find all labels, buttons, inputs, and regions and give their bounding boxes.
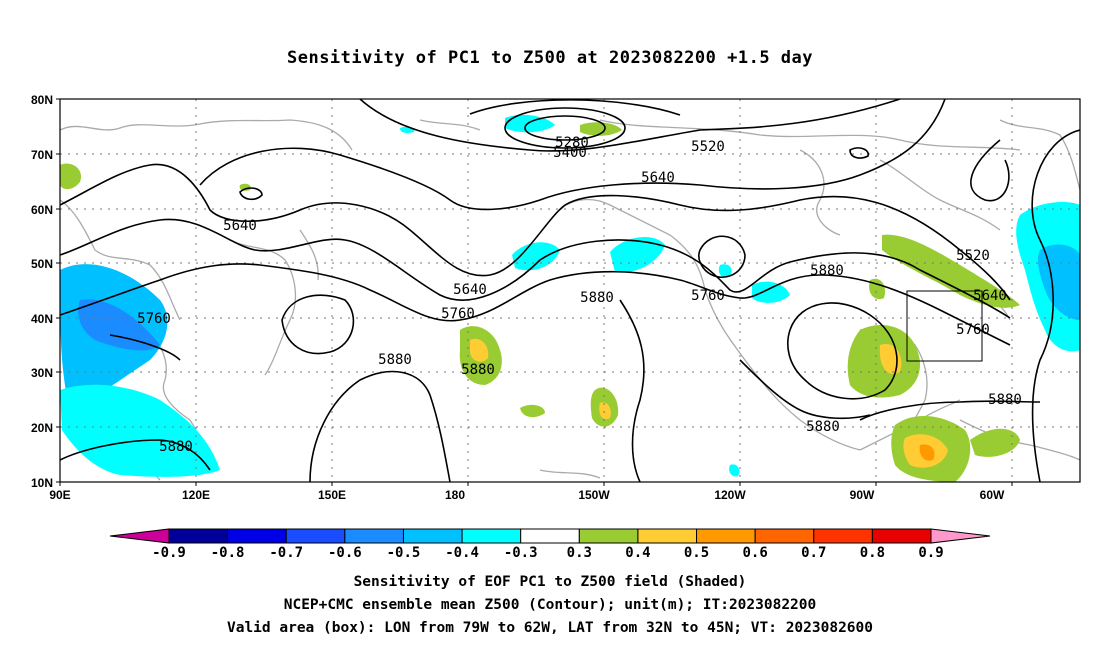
lon-label: 180 bbox=[445, 488, 465, 502]
footer-line-3: Valid area (box): LON from 79W to 62W, L… bbox=[226, 620, 873, 636]
contour-label: 5520 bbox=[956, 248, 990, 264]
colorbar-cell bbox=[637, 528, 698, 544]
contour-label: 5880 bbox=[806, 419, 840, 435]
lon-label: 150W bbox=[578, 488, 610, 502]
colorbar-tick-label: 0.3 bbox=[567, 545, 592, 561]
lon-label: 90E bbox=[49, 488, 70, 502]
colorbar-tick-label: 0.6 bbox=[743, 545, 768, 561]
colorbar-cell bbox=[402, 528, 463, 544]
colorbar-cell bbox=[813, 528, 873, 544]
contour-labels: 5280 5400 5520 5640 5640 5640 5760 5760 … bbox=[137, 135, 1022, 455]
lon-label: 120W bbox=[714, 488, 746, 502]
colorbar-tick-label: 0.5 bbox=[684, 545, 709, 561]
contour-label: 5760 bbox=[956, 322, 990, 338]
lat-label: 60N bbox=[31, 203, 53, 217]
colorbar: -0.9 -0.8 -0.7 -0.6 -0.5 -0.4 -0.3 0.3 0.4 0.5 0.6… bbox=[109, 528, 991, 561]
footer-line-2: NCEP+CMC ensemble mean Z500 (Contour); u… bbox=[283, 597, 817, 613]
lon-label: 120E bbox=[182, 488, 210, 502]
colorbar-tick-label: 0.8 bbox=[860, 545, 885, 561]
colorbar-tick-label: -0.4 bbox=[445, 545, 479, 561]
lon-label: 150E bbox=[318, 488, 346, 502]
sensitivity-shading bbox=[60, 114, 1080, 482]
colorbar-cell bbox=[696, 528, 756, 544]
contour-label: 5880 bbox=[988, 392, 1022, 408]
contour-label: 5400 bbox=[553, 145, 587, 161]
lat-labels: 80N 70N 60N 50N 40N 30N 20N 10N bbox=[31, 93, 53, 490]
lat-label: 10N bbox=[31, 476, 53, 490]
colorbar-cell bbox=[344, 528, 404, 544]
lat-label: 20N bbox=[31, 421, 53, 435]
colorbar-tick-label: 0.9 bbox=[918, 545, 943, 561]
contour-label: 5880 bbox=[810, 263, 844, 279]
contour-label: 5880 bbox=[461, 362, 495, 378]
contour-label: 5760 bbox=[691, 288, 725, 304]
colorbar-cell bbox=[754, 528, 815, 544]
contour-label: 5880 bbox=[159, 439, 193, 455]
contour-label: 5640 bbox=[641, 170, 675, 186]
colorbar-high-triangle bbox=[930, 528, 991, 544]
contour-label: 5520 bbox=[691, 139, 725, 155]
contour-label: 5640 bbox=[453, 282, 487, 298]
contour-label: 5760 bbox=[441, 306, 475, 322]
colorbar-cell bbox=[461, 528, 522, 544]
lat-label: 30N bbox=[31, 366, 53, 380]
tick-marks bbox=[56, 98, 1013, 486]
colorbar-cells bbox=[168, 528, 932, 544]
lat-label: 80N bbox=[31, 93, 53, 107]
graticule bbox=[60, 99, 1080, 482]
lon-label: 90W bbox=[850, 488, 875, 502]
colorbar-tick-label: -0.6 bbox=[328, 545, 362, 561]
valid-area-box bbox=[906, 290, 983, 362]
contour-label: 5880 bbox=[378, 352, 412, 368]
contour-label: 5760 bbox=[137, 311, 171, 327]
colorbar-tick-label: -0.7 bbox=[269, 545, 303, 561]
lon-labels: 90E 120E 150E 180 150W 120W 90W 60W bbox=[49, 488, 1005, 502]
colorbar-tick-label: -0.3 bbox=[504, 545, 538, 561]
colorbar-cell bbox=[285, 528, 346, 544]
colorbar-cell bbox=[578, 528, 639, 544]
colorbar-tick-label: 0.4 bbox=[625, 545, 650, 561]
colorbar-tick-label: -0.9 bbox=[152, 545, 186, 561]
colorbar-cell bbox=[227, 528, 287, 544]
colorbar-low-triangle bbox=[109, 528, 170, 544]
map-title: Sensitivity of PC1 to Z500 at 2023082200… bbox=[286, 48, 813, 68]
footer-line-1: Sensitivity of EOF PC1 to Z500 field (Sh… bbox=[353, 574, 747, 590]
contour-label: 5640 bbox=[223, 218, 257, 234]
colorbar-cell bbox=[168, 528, 229, 544]
colorbar-cell bbox=[520, 528, 580, 544]
colorbar-tick-label: 0.7 bbox=[801, 545, 826, 561]
colorbar-tick-label: -0.8 bbox=[211, 545, 245, 561]
contour-label: 5640 bbox=[973, 288, 1007, 304]
lat-label: 50N bbox=[31, 257, 53, 271]
lon-label: 60W bbox=[980, 488, 1005, 502]
colorbar-cell bbox=[871, 528, 932, 544]
z500-contours bbox=[60, 99, 1080, 482]
lat-label: 70N bbox=[31, 148, 53, 162]
colorbar-tick-labels: -0.9 -0.8 -0.7 -0.6 -0.5 -0.4 -0.3 0.3 0.4 0.5 0.6… bbox=[152, 545, 944, 561]
plot-frame bbox=[59, 98, 1081, 483]
contour-label: 5280 bbox=[555, 135, 589, 151]
colorbar-tick-label: -0.5 bbox=[387, 545, 421, 561]
lat-label: 40N bbox=[31, 312, 53, 326]
contour-label: 5880 bbox=[580, 290, 614, 306]
